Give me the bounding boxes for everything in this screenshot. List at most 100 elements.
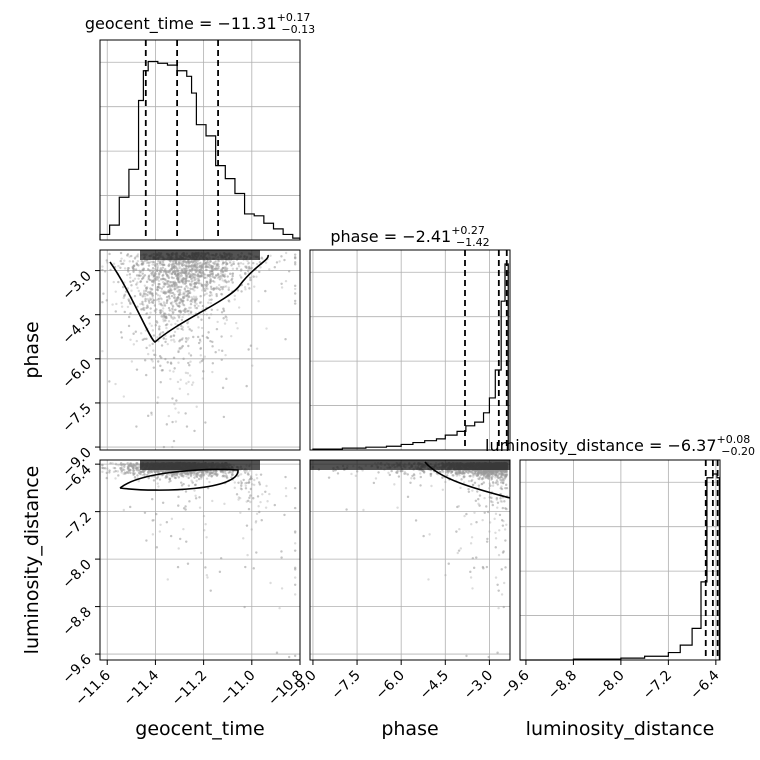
sample-point (180, 481, 183, 484)
sample-point (169, 260, 172, 263)
sample-point (177, 277, 180, 280)
sample-point (237, 496, 241, 499)
sample-point (123, 463, 127, 466)
sample-point (213, 267, 217, 271)
sample-point (224, 469, 227, 473)
sample-point (112, 466, 115, 470)
sample-point (114, 469, 117, 473)
sample-point (169, 479, 172, 483)
sample-point (129, 471, 132, 475)
sample-point (287, 270, 291, 273)
sample-point (152, 280, 155, 283)
sample-point (135, 461, 138, 465)
sample-point (164, 319, 167, 322)
sample-point (172, 264, 176, 267)
sample-point (167, 469, 170, 473)
sample-point (188, 264, 192, 268)
sample-point (187, 472, 191, 475)
sample-point (210, 294, 213, 297)
sample-point (231, 274, 234, 278)
sample-point (204, 283, 207, 286)
sample-point (293, 506, 297, 510)
sample-point (136, 263, 139, 266)
sample-point (196, 335, 200, 339)
sample-point (199, 295, 202, 298)
sample-point (184, 490, 188, 493)
sample-point (133, 257, 137, 260)
sample-point (160, 315, 163, 318)
sample-point (158, 309, 162, 312)
sample-point (196, 273, 200, 276)
sample-point (176, 296, 180, 299)
sample-point (215, 327, 219, 331)
sample-point (209, 470, 212, 473)
sample-point (128, 464, 131, 468)
sample-point (172, 276, 176, 280)
sample-point (189, 302, 193, 306)
sample-point (132, 466, 135, 470)
sample-point (182, 277, 185, 281)
sample-point (182, 357, 185, 361)
sample-point (172, 370, 175, 373)
sample-point (132, 467, 135, 471)
sample-point (178, 261, 181, 264)
sample-point (201, 471, 204, 474)
sample-point (155, 321, 159, 324)
sample-point (191, 481, 194, 484)
sample-point (204, 289, 207, 292)
sample-point (109, 268, 112, 272)
sample-point (152, 366, 156, 369)
sample-point (171, 270, 175, 274)
sample-point (128, 301, 132, 304)
sample-point (153, 261, 156, 264)
sample-point (264, 490, 267, 494)
sample-point (135, 462, 138, 465)
sample-point (186, 372, 190, 375)
sample-point (137, 264, 140, 267)
sample-point (164, 278, 167, 281)
sample-point (210, 267, 213, 270)
sample-point (202, 473, 205, 476)
sample-point (159, 261, 162, 264)
sample-point (176, 304, 179, 307)
sample-point (190, 280, 193, 283)
sample-point (213, 276, 216, 279)
sample-point (173, 300, 177, 304)
sample-point (160, 344, 164, 347)
sample-point (186, 292, 190, 296)
sample-point (201, 270, 204, 273)
sample-point (180, 471, 183, 475)
sample-point (228, 470, 232, 474)
sample-point (255, 473, 258, 477)
sample-point (202, 370, 205, 373)
sample-point (147, 274, 151, 278)
sample-point (177, 271, 180, 275)
sample-point (136, 467, 139, 470)
sample-point (164, 283, 167, 286)
sample-point (219, 470, 223, 473)
sample-point (171, 397, 174, 400)
sample-point (194, 282, 198, 285)
sample-point (173, 308, 176, 312)
sample-point (156, 266, 159, 270)
sample-point (129, 468, 132, 472)
sample-point (198, 282, 201, 285)
sample-point (142, 303, 145, 307)
sample-point (208, 273, 211, 277)
sample-point (101, 300, 104, 304)
sample-point (186, 472, 189, 475)
sample-point (206, 265, 209, 268)
sample-point (223, 322, 227, 325)
sample-point (209, 264, 212, 267)
sample-point (148, 315, 151, 319)
sample-point (219, 470, 223, 473)
sample-point (137, 468, 141, 472)
sample-point (109, 268, 112, 272)
sample-point (205, 470, 208, 473)
sample-point (187, 295, 191, 299)
sample-point (201, 285, 205, 288)
sample-point (189, 265, 193, 269)
sample-point (193, 285, 197, 289)
sample-point (120, 336, 124, 339)
sample-point (185, 285, 188, 288)
